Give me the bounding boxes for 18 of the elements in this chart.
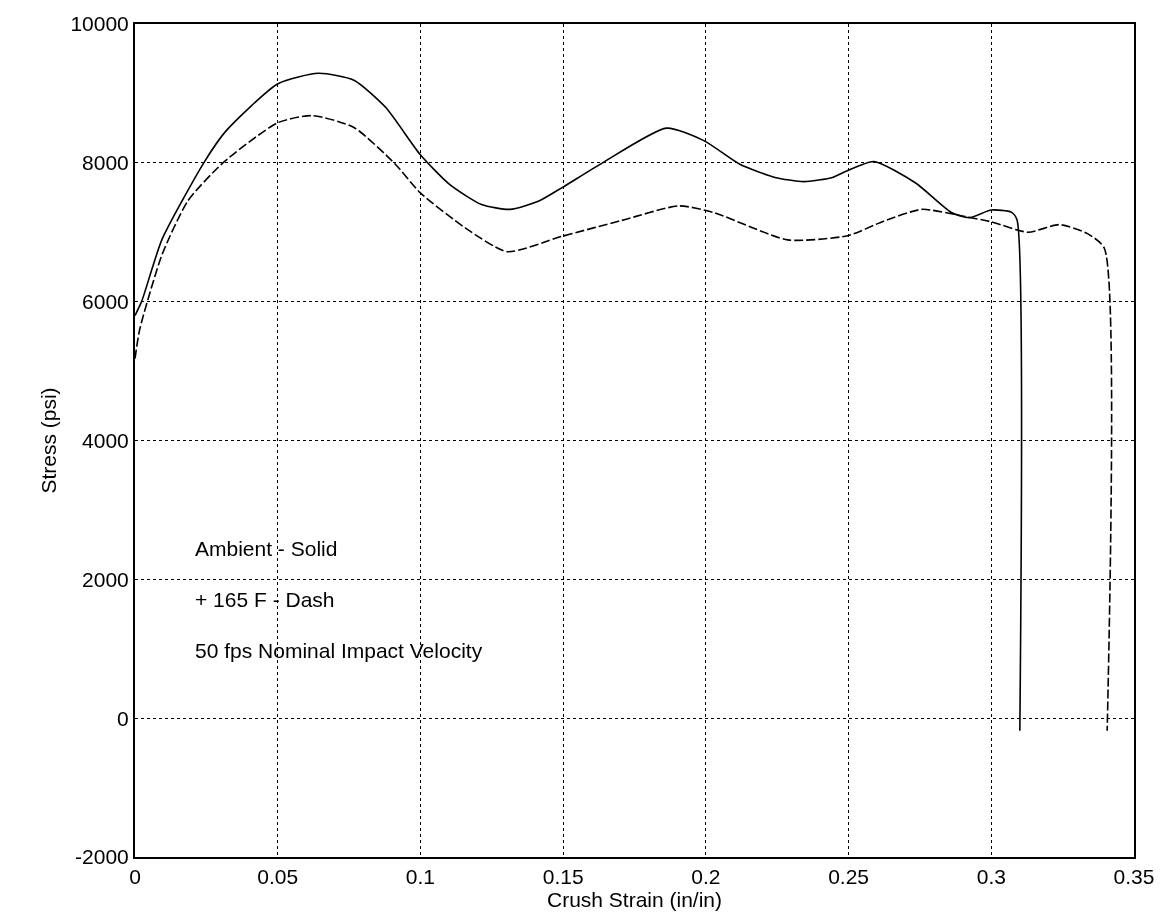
x-tick-label: 0.2 [691, 865, 721, 889]
annotation: 50 fps Nominal Impact Velocity [195, 639, 483, 662]
y-tick-label: 0 [117, 706, 129, 730]
annotation: Ambient - Solid [195, 537, 338, 560]
y-tick-label: 4000 [82, 428, 129, 452]
y-tick-label: 8000 [82, 151, 129, 175]
x-tick-label: 0.3 [976, 865, 1006, 889]
y-tick-label: 6000 [82, 290, 129, 314]
y-axis-title: Stress (psi) [37, 387, 61, 494]
x-tick-label: 0.05 [257, 865, 299, 889]
x-tick-label: 0.15 [542, 865, 584, 889]
x-axis-title: Crush Strain (in/in) [546, 888, 723, 912]
x-tick-label: 0.35 [1113, 865, 1155, 889]
y-tick-label: 2000 [82, 567, 129, 591]
y-tick-label: -2000 [75, 845, 129, 869]
y-tick-label: 10000 [70, 12, 129, 36]
x-tick-label: 0.1 [405, 865, 436, 889]
x-tick-label: 0.25 [828, 865, 870, 889]
